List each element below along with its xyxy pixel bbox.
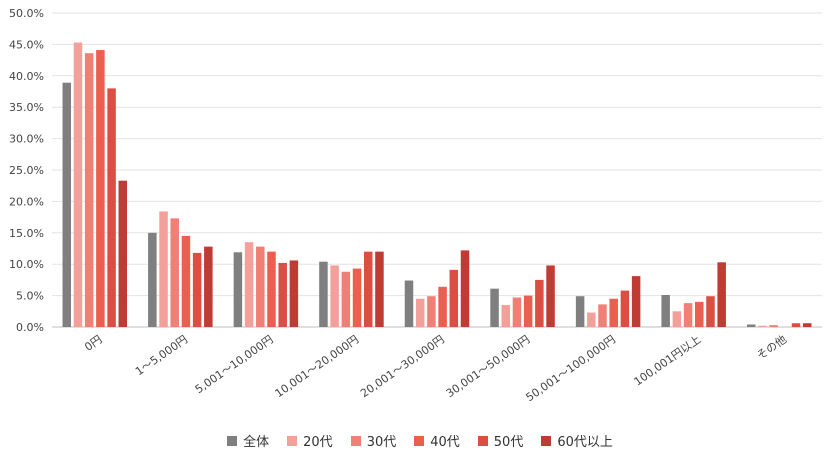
bar bbox=[278, 262, 287, 327]
bar bbox=[587, 312, 596, 327]
x-tick-label: 30,001〜50,000円 bbox=[444, 333, 533, 400]
legend-item: 40代 bbox=[414, 431, 460, 450]
bar bbox=[490, 288, 499, 327]
y-tick-label: 20.0% bbox=[9, 195, 44, 208]
bar bbox=[746, 324, 756, 327]
bar bbox=[170, 218, 179, 327]
bar bbox=[695, 301, 704, 327]
bar bbox=[501, 305, 511, 327]
bar bbox=[181, 235, 191, 327]
bar bbox=[363, 251, 373, 327]
y-tick-label: 35.0% bbox=[9, 101, 44, 114]
x-tick-label: 20,001〜30,000円 bbox=[358, 333, 447, 400]
legend-swatch bbox=[350, 435, 361, 446]
bar bbox=[631, 276, 641, 327]
bar bbox=[159, 211, 168, 327]
bar bbox=[244, 242, 254, 327]
x-tick-label: 5,001〜10,000円 bbox=[193, 333, 276, 396]
x-tick-label: 10,001〜20,000円 bbox=[273, 333, 362, 400]
bar bbox=[204, 246, 213, 327]
bar bbox=[148, 232, 157, 327]
bar bbox=[375, 251, 384, 327]
bar bbox=[523, 295, 533, 327]
bar-chart: 0.0% 5.0% 10.0% 15.0% 20.0% 25.0% 30.0% 35.0% 40… bbox=[9, 7, 822, 404]
legend-item: 60代以上 bbox=[541, 431, 613, 450]
y-tick-label: 5.0% bbox=[16, 290, 44, 303]
bar bbox=[535, 279, 544, 327]
bar bbox=[609, 298, 618, 327]
y-tick-label: 50.0% bbox=[9, 7, 44, 20]
y-tick-label: 25.0% bbox=[9, 164, 44, 177]
bar bbox=[661, 294, 670, 327]
bar bbox=[769, 325, 778, 327]
legend-swatch bbox=[477, 435, 488, 446]
x-tick-label: その他 bbox=[754, 333, 788, 363]
bar bbox=[706, 296, 715, 327]
x-tick-label: 100,001円以上 bbox=[632, 333, 704, 389]
bar bbox=[73, 42, 83, 328]
bar bbox=[460, 250, 470, 327]
bar bbox=[118, 180, 128, 327]
bar bbox=[438, 286, 447, 327]
legend-item: 30代 bbox=[350, 431, 397, 450]
legend-label: 30代 bbox=[366, 435, 397, 450]
y-tick-label: 30.0% bbox=[9, 133, 44, 146]
legend-item: 50代 bbox=[477, 431, 524, 450]
bar bbox=[717, 262, 726, 327]
x-tick-label: 50,001〜100,000円 bbox=[524, 333, 618, 404]
bar bbox=[267, 251, 276, 327]
bar bbox=[107, 88, 116, 327]
y-tick-label: 40.0% bbox=[9, 70, 44, 83]
bar bbox=[427, 296, 436, 327]
legend-item: 20代 bbox=[287, 431, 333, 450]
legend-label: 60代以上 bbox=[557, 435, 613, 450]
bar bbox=[620, 290, 630, 327]
legend: 全体 20代 30代 40代 50代 60代以上 bbox=[0, 431, 840, 450]
legend-swatch bbox=[414, 435, 425, 446]
x-tick-label: 0円 bbox=[82, 333, 104, 354]
bar bbox=[758, 325, 767, 327]
legend-swatch bbox=[227, 435, 238, 446]
bar bbox=[672, 311, 682, 327]
x-tick-label: 1〜5,000円 bbox=[133, 333, 190, 378]
legend-swatch bbox=[287, 435, 298, 446]
bar bbox=[546, 265, 555, 327]
bar bbox=[415, 298, 425, 327]
bar bbox=[84, 53, 94, 327]
bar bbox=[330, 265, 339, 327]
bar bbox=[802, 323, 812, 327]
bar bbox=[319, 261, 328, 327]
bar bbox=[233, 252, 243, 327]
legend-label: 50代 bbox=[493, 435, 524, 450]
bar bbox=[791, 323, 801, 327]
bar bbox=[683, 303, 693, 327]
y-tick-label: 45.0% bbox=[9, 38, 44, 51]
y-tick-label: 15.0% bbox=[9, 227, 44, 240]
legend-swatch bbox=[541, 435, 552, 446]
legend-label: 20代 bbox=[303, 435, 333, 450]
bar bbox=[341, 271, 351, 327]
bar bbox=[96, 50, 105, 327]
bar bbox=[598, 304, 607, 327]
bar bbox=[512, 297, 522, 327]
bar bbox=[289, 260, 299, 327]
bar bbox=[192, 252, 202, 327]
bar bbox=[62, 82, 72, 327]
legend-label: 40代 bbox=[430, 435, 460, 450]
y-tick-label: 0.0% bbox=[16, 321, 44, 334]
legend-item: 全体 bbox=[227, 431, 269, 450]
legend-label: 全体 bbox=[243, 435, 270, 450]
y-tick-label: 10.0% bbox=[9, 258, 44, 271]
bar bbox=[352, 268, 362, 327]
bar bbox=[404, 280, 414, 327]
bar bbox=[256, 246, 265, 327]
bar bbox=[449, 269, 459, 327]
bar bbox=[575, 296, 585, 327]
